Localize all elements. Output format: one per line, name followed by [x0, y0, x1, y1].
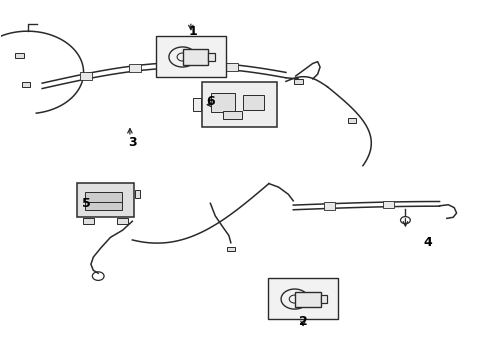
- Bar: [134, 190, 140, 198]
- Bar: [347, 118, 355, 123]
- Bar: [267, 278, 338, 319]
- Bar: [210, 93, 235, 112]
- Bar: [77, 183, 133, 217]
- Bar: [193, 98, 200, 111]
- Bar: [382, 201, 393, 208]
- Bar: [21, 82, 30, 87]
- Bar: [155, 36, 226, 77]
- Bar: [85, 192, 121, 204]
- Bar: [202, 82, 277, 127]
- Text: 2: 2: [298, 315, 307, 328]
- Bar: [226, 63, 238, 71]
- Bar: [320, 295, 327, 303]
- Text: 5: 5: [81, 197, 90, 210]
- Bar: [129, 64, 141, 72]
- Bar: [15, 53, 24, 58]
- Text: 3: 3: [128, 136, 136, 149]
- Bar: [293, 79, 302, 84]
- Bar: [222, 111, 241, 118]
- Bar: [80, 72, 92, 80]
- Bar: [83, 218, 94, 224]
- Bar: [227, 247, 235, 251]
- Bar: [242, 95, 263, 110]
- Bar: [183, 49, 208, 64]
- Bar: [177, 61, 189, 69]
- Text: 4: 4: [422, 236, 431, 249]
- Bar: [85, 202, 121, 210]
- Bar: [208, 53, 215, 61]
- Bar: [324, 202, 334, 210]
- Bar: [117, 218, 127, 224]
- Text: 1: 1: [188, 25, 197, 38]
- Bar: [295, 292, 320, 307]
- Text: 6: 6: [205, 95, 214, 108]
